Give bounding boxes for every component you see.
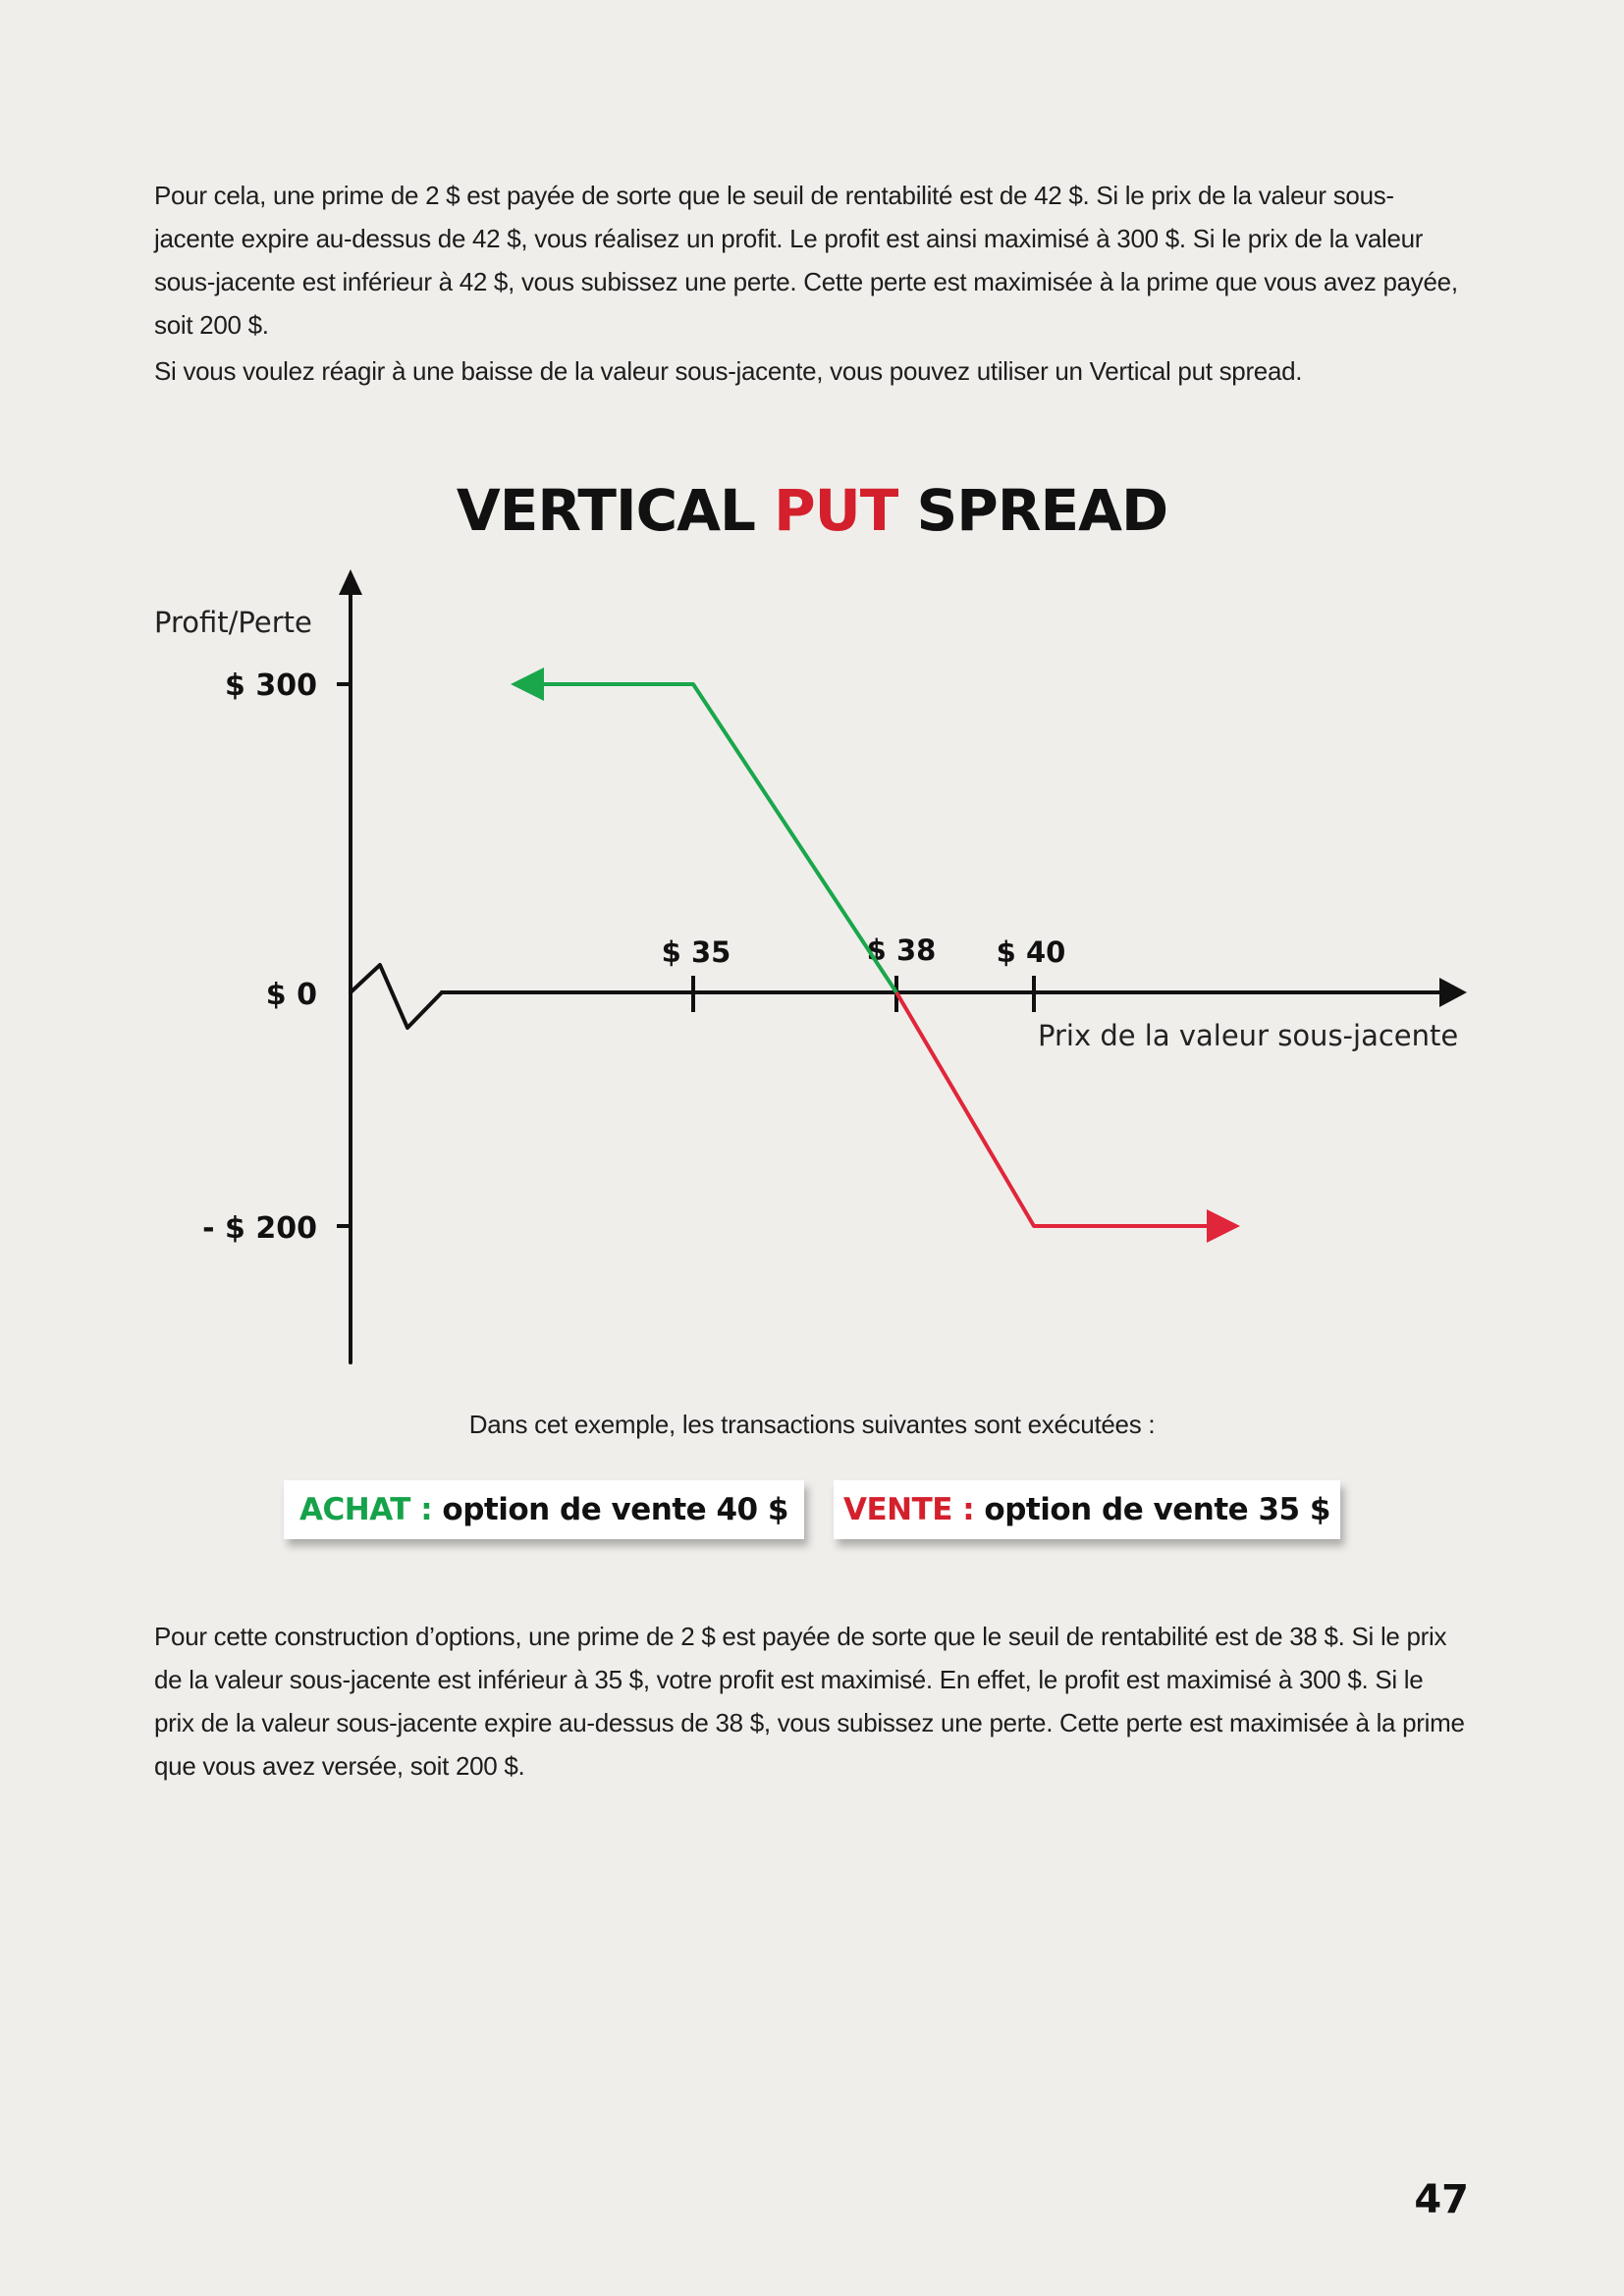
page-number: 47: [1414, 2177, 1469, 2222]
x-axis-label: Prix de la valeur sous-jacente: [1038, 1019, 1458, 1052]
chart-title-part1: VERTICAL: [456, 477, 775, 544]
y-tick-label-minus200: - $ 200: [202, 1211, 317, 1246]
x-tick-label-35: $ 35: [662, 935, 731, 969]
y-tick-label-300: $ 300: [225, 668, 317, 703]
y-tick-label-0: $ 0: [266, 978, 317, 1012]
y-axis-label: Profit/Perte: [154, 606, 312, 639]
y-axis-arrow: [339, 569, 362, 595]
x-axis-arrow: [1439, 978, 1467, 1007]
loss-line: [894, 990, 1208, 1228]
conclusion-paragraph: Pour cette construction d’options, une p…: [154, 1622, 1465, 1781]
x-axis-break: [349, 963, 444, 1030]
sell-label: VENTE :: [843, 1492, 975, 1527]
transition-paragraph: Si vous voulez réagir à une baisse de la…: [154, 356, 1303, 386]
transactions-caption: Dans cet exemple, les transactions suiva…: [468, 1410, 1156, 1439]
loss-arrow: [1207, 1209, 1240, 1243]
chart-title: VERTICAL PUT SPREAD: [0, 477, 1624, 544]
profit-arrow: [511, 667, 544, 701]
buy-text: option de vente 40 $: [432, 1492, 788, 1527]
chart-title-part3: SPREAD: [897, 477, 1169, 544]
chart-title-put: PUT: [774, 477, 898, 544]
buy-transaction-card: ACHAT : option de vente 40 $: [284, 1480, 804, 1539]
sell-text: option de vente 35 $: [974, 1492, 1330, 1527]
payoff-chart: Profit/Perte $ 300 $ 0 - $ 200 $ 35 $ 38…: [154, 569, 1467, 1364]
buy-label: ACHAT :: [299, 1492, 433, 1527]
profit-line: [542, 682, 898, 994]
x-tick-label-40: $ 40: [997, 935, 1066, 969]
sell-transaction-card: VENTE : option de vente 35 $: [834, 1480, 1340, 1539]
intro-paragraph: Pour cela, une prime de 2 $ est payée de…: [154, 181, 1458, 340]
